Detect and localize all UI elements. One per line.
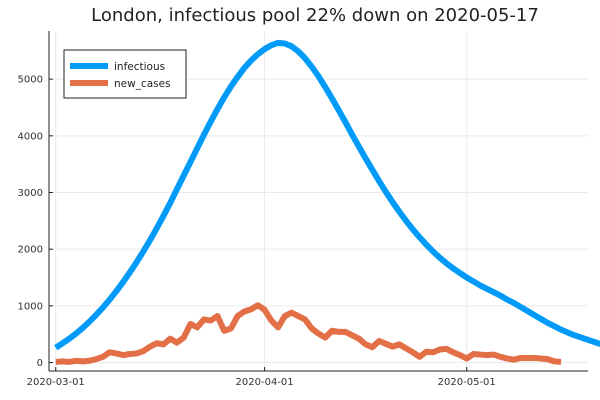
legend-box bbox=[63, 49, 187, 99]
y-tick-label: 3000 bbox=[18, 188, 43, 199]
chart-title: London, infectious pool 22% down on 2020… bbox=[91, 5, 539, 26]
y-tick-label: 4000 bbox=[18, 131, 43, 142]
legend-label-new-cases: new_cases bbox=[114, 78, 171, 90]
x-tick-label: 2020-05-01 bbox=[438, 377, 496, 388]
y-tick-label: 2000 bbox=[18, 245, 43, 256]
series-line-infectious bbox=[54, 39, 600, 351]
axis-layer: 0 1000 2000 3000 4000 5000 2020-03-01 2020-04-0… bbox=[18, 31, 588, 388]
y-tick-label: 0 bbox=[37, 358, 43, 369]
y-tick-label: 5000 bbox=[18, 75, 43, 86]
x-tick-label: 2020-04-01 bbox=[236, 377, 294, 388]
series-line-new-cases bbox=[55, 302, 562, 365]
series-layer bbox=[54, 39, 600, 365]
legend: infectious new_cases bbox=[63, 49, 187, 99]
legend-label-infectious: infectious bbox=[114, 61, 165, 73]
y-tick-label: 1000 bbox=[18, 301, 43, 312]
x-tick-label: 2020-03-01 bbox=[27, 377, 85, 388]
